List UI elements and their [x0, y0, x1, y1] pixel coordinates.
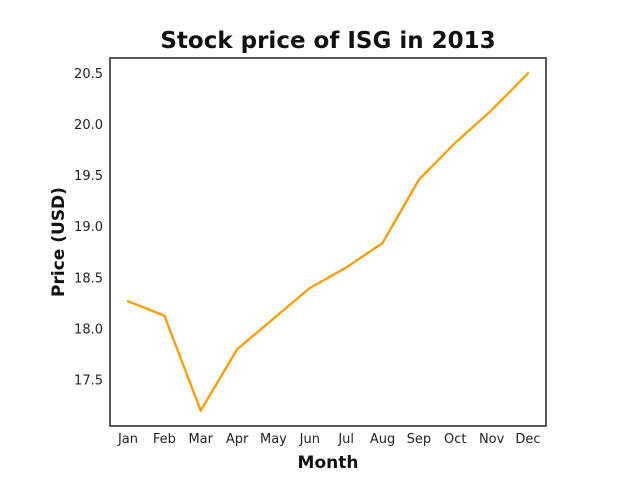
y-tick-label: 19.0: [74, 220, 103, 235]
chart-title: Stock price of ISG in 2013: [160, 28, 495, 54]
x-tick-label: Jun: [299, 432, 320, 447]
x-axis-label: Month: [298, 453, 359, 473]
x-tick-label: Oct: [444, 432, 466, 447]
x-tick-label: Mar: [188, 432, 213, 447]
x-tick-label: Jul: [337, 432, 354, 447]
x-tick-label: May: [260, 432, 287, 447]
y-axis-ticks: 17.5 18.0 18.5 19.0 19.5 20.0 20.5: [74, 67, 103, 389]
x-tick-label: Apr: [226, 432, 249, 447]
y-tick-label: 17.5: [74, 374, 103, 389]
x-tick-label: Dec: [515, 432, 540, 447]
y-tick-label: 20.0: [74, 118, 103, 133]
plot-area-frame: [109, 57, 547, 427]
x-tick-label: Feb: [153, 432, 176, 447]
y-axis-label: Price (USD): [49, 187, 69, 297]
series-line: [126, 72, 530, 412]
x-axis-ticks: Jan Feb Mar Apr May Jun Jul Aug Sep Oct Nov Dec: [117, 432, 541, 447]
x-tick-label: Aug: [370, 432, 395, 447]
x-tick-label: Sep: [407, 432, 432, 447]
y-tick-label: 18.0: [74, 322, 103, 337]
y-tick-label: 20.5: [74, 67, 103, 82]
x-tick-label: Jan: [117, 432, 138, 447]
series-layer: [126, 72, 530, 412]
y-tick-label: 19.5: [74, 169, 103, 184]
x-tick-label: Nov: [479, 432, 505, 447]
y-tick-label: 18.5: [74, 271, 103, 286]
